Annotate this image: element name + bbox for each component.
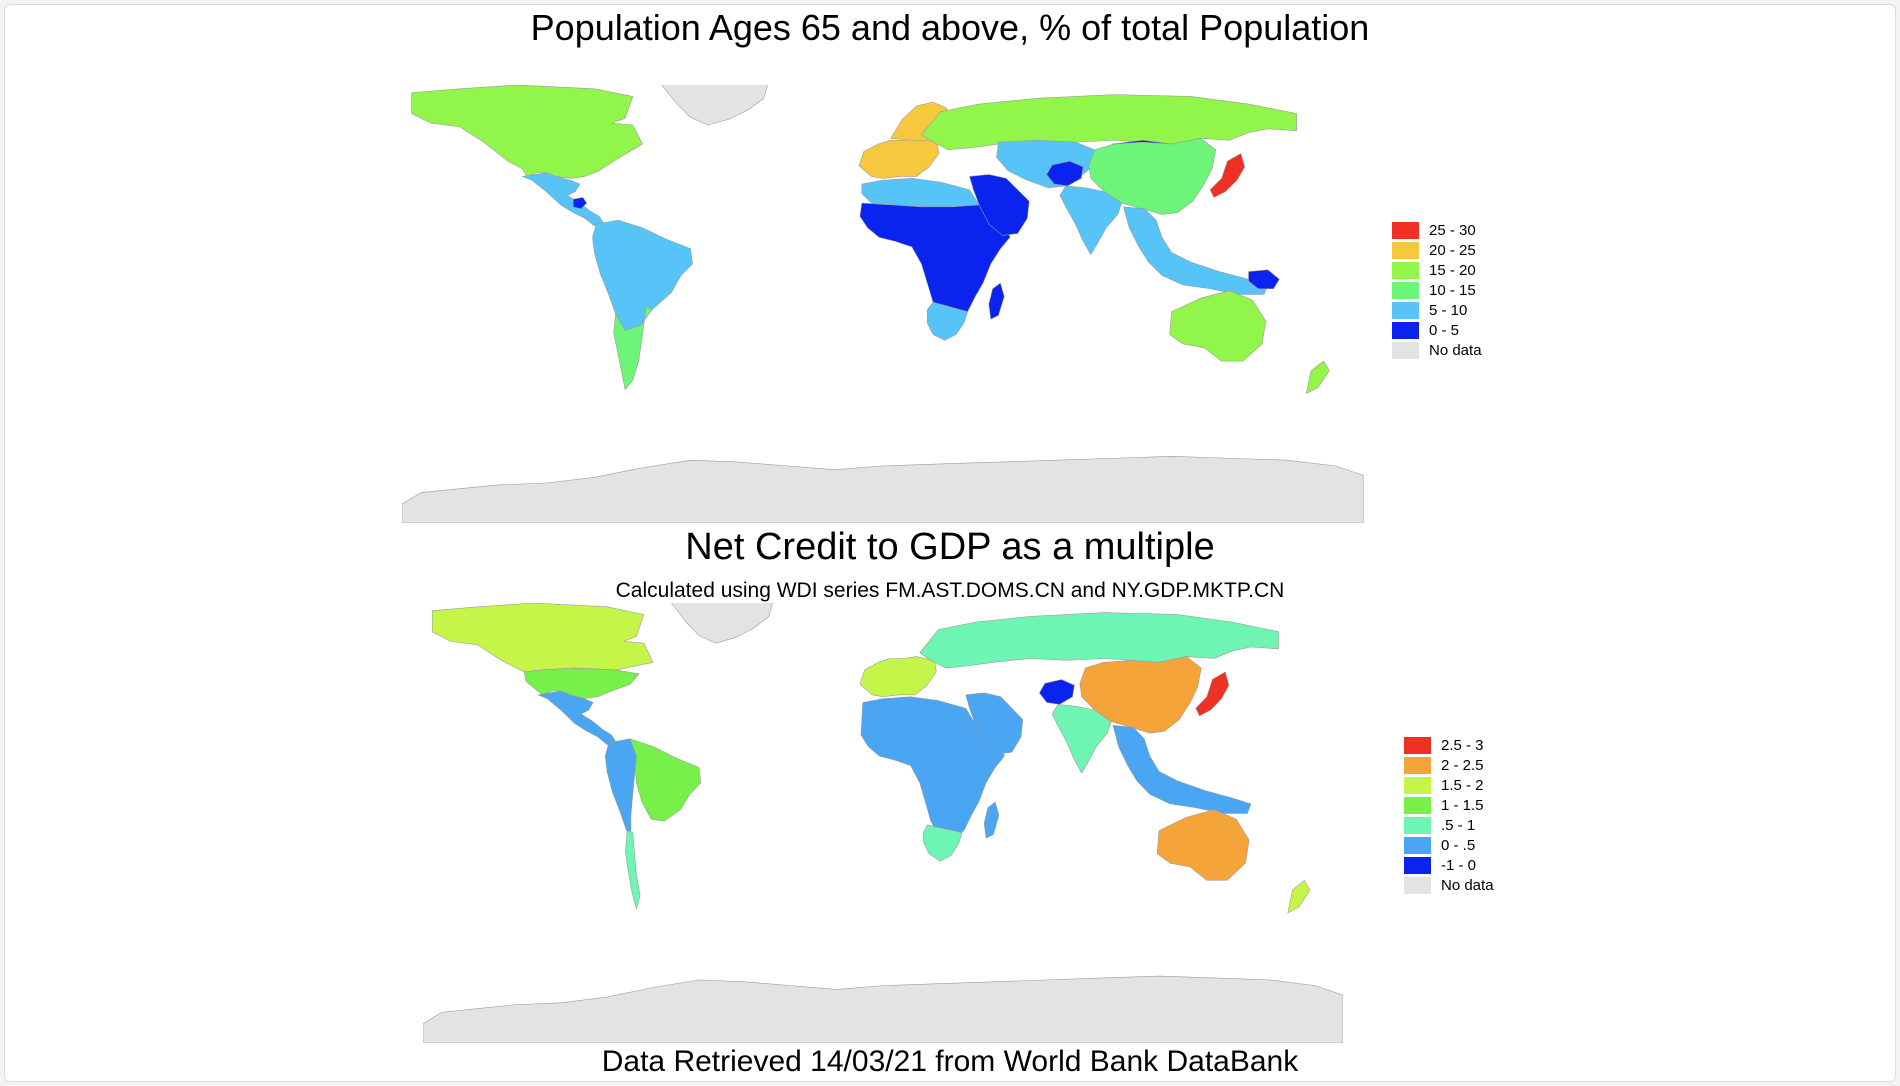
map1-region-greenland: Greenland: No data xyxy=(661,85,768,126)
map2-region-africa: Africa: 0 - .5 xyxy=(860,696,1005,839)
map2-region-western-europe: Western Europe: 1.5 - 2 xyxy=(859,656,937,698)
map1-region-central-asia: Central Asia: 5 - 10 xyxy=(996,139,1095,189)
map2-region-chile: Chile: .5 - 1 xyxy=(625,830,641,910)
map2-legend-item: 0 - .5 xyxy=(1404,835,1494,855)
map1-region-southeast-asia: Southeast Asia: 5 - 10 xyxy=(1123,206,1269,295)
map1-legend-item: 5 - 10 xyxy=(1392,300,1482,320)
map1-legend-swatch xyxy=(1392,261,1419,279)
map1-legend-swatch xyxy=(1392,321,1419,339)
map2-legend-item: 1.5 - 2 xyxy=(1404,775,1494,795)
map2-region-afghanistan: Afghanistan: -1 - 0 xyxy=(1039,679,1075,705)
map2-region-russia: Russia: .5 - 1 xyxy=(919,612,1279,669)
map2-legend-item: -1 - 0 xyxy=(1404,855,1494,875)
map2-legend-swatch xyxy=(1404,756,1431,774)
map1-region-sub-saharan-africa: Sub-Saharan Africa: 0 - 5 xyxy=(859,202,1011,320)
map2-region-new-zealand: New Zealand: 1.5 - 2 xyxy=(1287,880,1311,914)
map1-legend-label: 5 - 10 xyxy=(1429,301,1468,319)
map2-legend-swatch xyxy=(1404,876,1431,894)
map1-region-antarctica: Antarctica: No data xyxy=(402,456,1364,523)
map2-region-mexico-central-america: Mexico & Central America: 0 - .5 xyxy=(537,690,617,745)
map1-region-india: India: 5 - 10 xyxy=(1059,185,1122,255)
map1-legend-swatch xyxy=(1392,341,1419,359)
map2-region-india: India: .5 - 1 xyxy=(1052,704,1112,774)
map2-legend-label: 0 - .5 xyxy=(1441,836,1476,854)
map1-region-papua-new-guinea: Papua New Guinea: 0 - 5 xyxy=(1248,269,1280,290)
map2-region-middle-east: Middle East: 0 - .5 xyxy=(965,692,1024,755)
map1-region-north-america: North America: 15 - 20 xyxy=(411,85,643,179)
map1-region-north-africa: North Africa: 5 - 10 xyxy=(861,178,980,208)
map1-world-map: North America: 15 - 20Mexico & Central A… xyxy=(402,85,1364,523)
map2-legend-label: -1 - 0 xyxy=(1441,856,1477,874)
map2-region-china: China: 2 - 2.5 xyxy=(1079,656,1202,734)
map1-legend-label: 20 - 25 xyxy=(1429,241,1476,259)
map1-legend-label: 15 - 20 xyxy=(1429,261,1476,279)
map2-legend-item: 2.5 - 3 xyxy=(1404,735,1494,755)
map1-legend-item: 20 - 25 xyxy=(1392,240,1482,260)
map2-legend-item: No data xyxy=(1404,875,1494,895)
map1-region-japan: Japan: 25 - 30 xyxy=(1209,153,1246,198)
map1-legend-item: 0 - 5 xyxy=(1392,320,1482,340)
map2-region-antarctica: Antarctica: No data xyxy=(423,975,1343,1043)
map1-legend-label: 10 - 15 xyxy=(1429,281,1476,299)
map1-legend: 25 - 30 20 - 25 15 - 20 10 - 15 5 - 10 0 - 5 N… xyxy=(1392,220,1482,360)
map1-legend-label: 0 - 5 xyxy=(1429,321,1460,339)
map1-panel: North America: 15 - 20Mexico & Central A… xyxy=(402,85,1364,523)
map2-legend-swatch xyxy=(1404,856,1431,874)
map1-legend-item: 15 - 20 xyxy=(1392,260,1482,280)
map1-legend-swatch xyxy=(1392,221,1419,239)
map2-legend-swatch xyxy=(1404,776,1431,794)
map2-legend-item: 1 - 1.5 xyxy=(1404,795,1494,815)
map1-legend-swatch xyxy=(1392,241,1419,259)
map2-region-japan: Japan: 2.5 - 3 xyxy=(1195,671,1230,717)
map2-legend: 2.5 - 3 2 - 2.5 1.5 - 2 1 - 1.5 .5 - 1 0 - .5… xyxy=(1404,735,1494,895)
map2-region-south-africa: South Africa: .5 - 1 xyxy=(923,824,963,862)
map1-region-china: China: 10 - 15 xyxy=(1088,138,1217,215)
map1-region-middle-east: Middle East: 0 - 5 xyxy=(969,174,1030,236)
map2-legend-swatch xyxy=(1404,736,1431,754)
map2-legend-label: 1.5 - 2 xyxy=(1441,776,1484,794)
map2-legend-swatch xyxy=(1404,816,1431,834)
map1-legend-item: No data xyxy=(1392,340,1482,360)
map1-region-australia-new-zealand: Australia & New Zealand: 15 - 20 xyxy=(1169,290,1330,394)
map2-region-brazil: Brazil: 1 - 1.5 xyxy=(629,738,702,822)
map1-region-chile-argentina: Chile & Argentina: 10 - 15 xyxy=(613,305,653,390)
map2-legend-label: 2 - 2.5 xyxy=(1441,756,1484,774)
data-source-footer: Data Retrieved 14/03/21 from World Bank … xyxy=(601,1045,1299,1078)
map2-legend-swatch xyxy=(1404,836,1431,854)
map2-region-greenland: Greenland: No data xyxy=(671,603,773,644)
figure-frame: Population Ages 65 and above, % of total… xyxy=(4,4,1896,1082)
map2-title: Net Credit to GDP as a multiple xyxy=(685,526,1215,568)
map1-legend-swatch xyxy=(1392,301,1419,319)
map1-legend-label: 25 - 30 xyxy=(1429,221,1476,239)
map2-legend-label: .5 - 1 xyxy=(1441,816,1476,834)
map2-legend-label: 1 - 1.5 xyxy=(1441,796,1484,814)
map2-world-map: Canada & Alaska: 1.5 - 2United States: 1… xyxy=(423,603,1343,1043)
map2-region-andean-south-america: Andean South America: 0 - .5 xyxy=(604,738,637,837)
map2-panel: Canada & Alaska: 1.5 - 2United States: 1… xyxy=(423,603,1343,1043)
map1-legend-item: 25 - 30 xyxy=(1392,220,1482,240)
map2-region-united-states: United States: 1 - 1.5 xyxy=(523,667,640,699)
map2-region-southeast-asia: Southeast Asia: 0 - .5 xyxy=(1112,725,1252,814)
map2-legend-swatch xyxy=(1404,796,1431,814)
map1-legend-label: No data xyxy=(1429,341,1482,359)
map1-region-southern-africa: Southern Africa: 5 - 10 xyxy=(926,301,968,341)
map2-legend-item: 2 - 2.5 xyxy=(1404,755,1494,775)
map1-region-south-america: South America: 5 - 10 xyxy=(592,219,693,331)
map2-subtitle: Calculated using WDI series FM.AST.DOMS.… xyxy=(615,579,1285,602)
map2-legend-item: .5 - 1 xyxy=(1404,815,1494,835)
map2-legend-label: 2.5 - 3 xyxy=(1441,736,1484,754)
map1-legend-item: 10 - 15 xyxy=(1392,280,1482,300)
map2-legend-label: No data xyxy=(1441,876,1494,894)
map1-region-russia: Russia: 15 - 20 xyxy=(921,94,1297,151)
map1-region-afghanistan: Afghanistan: 0 - 5 xyxy=(1046,160,1084,187)
map1-region-guatemala: Guatemala: 0 - 5 xyxy=(572,197,587,210)
map1-region-mexico-central-america: Mexico & Central America: 5 - 10 xyxy=(521,172,605,227)
map1-title: Population Ages 65 and above, % of total… xyxy=(530,7,1370,48)
map1-legend-swatch xyxy=(1392,281,1419,299)
map2-region-australia: Australia: 2 - 2.5 xyxy=(1156,809,1250,881)
map1-region-western-europe: Western Europe: 20 - 25 xyxy=(858,138,940,179)
map2-region-canada-alaska: Canada & Alaska: 1.5 - 2 xyxy=(431,603,654,673)
